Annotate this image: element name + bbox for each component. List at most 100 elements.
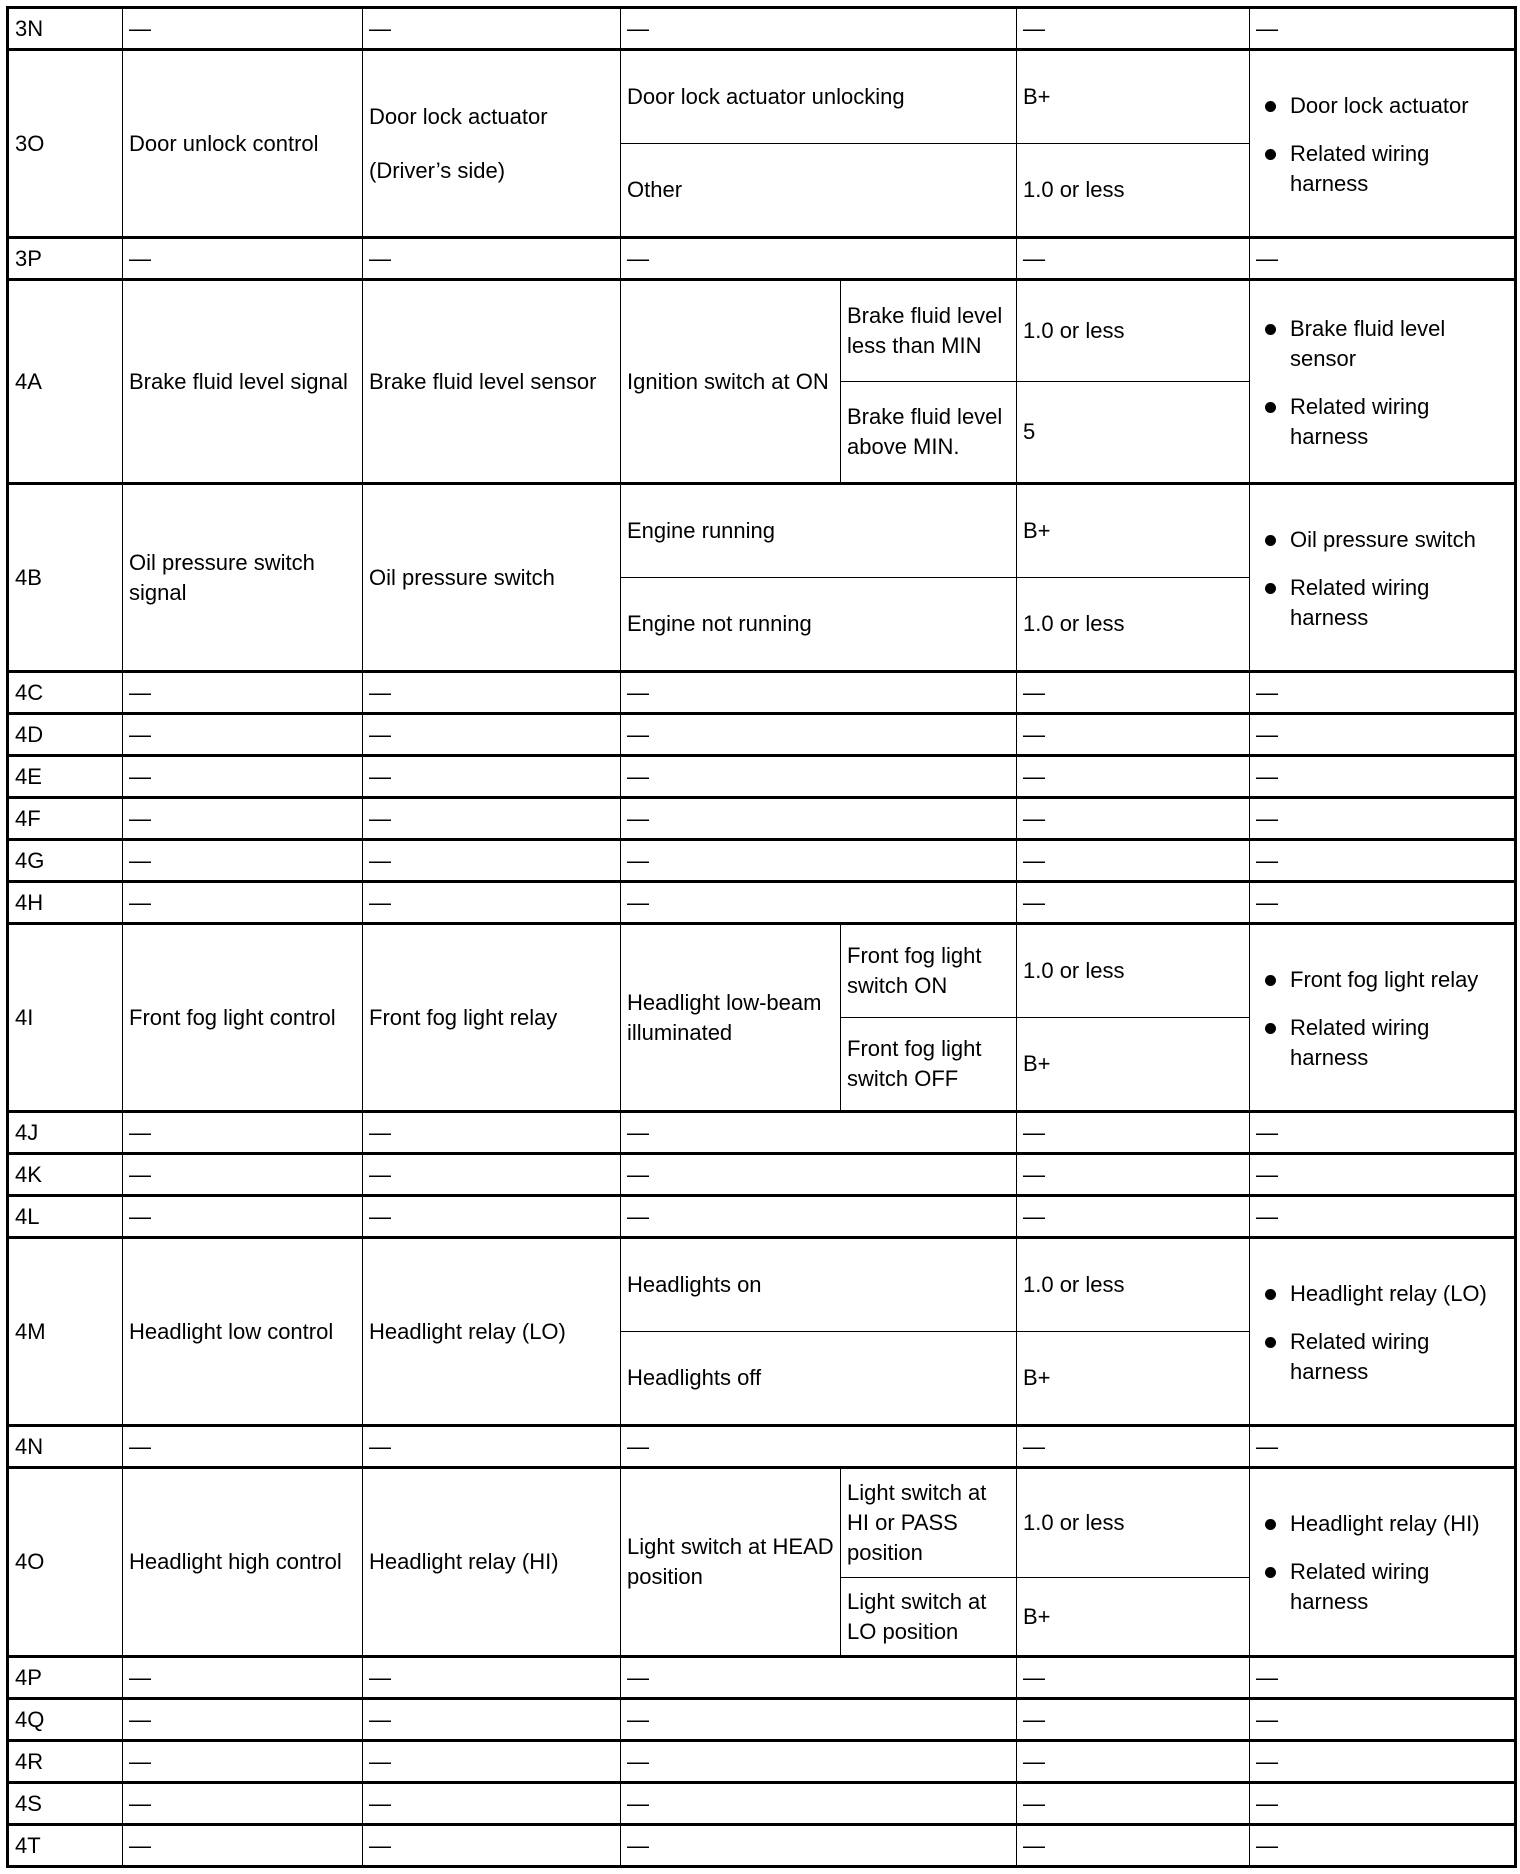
check-item-cell: — [1249, 1739, 1516, 1783]
terminal-cell: 3P [7, 236, 123, 280]
component-text: (Driver’s side) [369, 157, 506, 183]
table-row: 4Q — — — — — [7, 1697, 1516, 1741]
table-row: 3N — — — — — [7, 6, 1516, 50]
value-cell: — [1016, 236, 1250, 280]
component-text: — [369, 245, 391, 271]
condition-cell: Headlights on [620, 1236, 1017, 1332]
signal-cell: — [122, 1739, 363, 1783]
value-cell: B+ [1016, 1331, 1250, 1426]
value-cell: 5 [1016, 381, 1250, 484]
component-cell: — [362, 838, 621, 882]
condition-cell: Front fog light switch ON [840, 922, 1017, 1018]
signal-cell: Headlight high control [122, 1466, 363, 1657]
condition-cell: Brake fluid level less than MIN [840, 278, 1017, 382]
component-text: — [369, 763, 391, 789]
condition-cell: Headlights off [620, 1331, 1017, 1426]
value-cell: — [1016, 712, 1250, 756]
condition-cell: Brake fluid level above MIN. [840, 381, 1017, 484]
component-text: — [369, 1706, 391, 1732]
value-cell: 1.0 or less [1016, 278, 1250, 382]
check-item-cell: — [1249, 1655, 1516, 1699]
check-item: Related wiring harness [1265, 1013, 1508, 1073]
condition-cell: — [620, 712, 1017, 756]
value-cell: — [1016, 880, 1250, 924]
component-text: — [369, 847, 391, 873]
component-text: — [369, 805, 391, 831]
condition-cell: — [620, 1739, 1017, 1783]
table-row: 4O Headlight high control Headlight relay … [7, 1466, 1516, 1657]
signal-cell: — [122, 1424, 363, 1468]
value-cell: B+ [1016, 482, 1250, 578]
signal-cell: — [122, 6, 363, 50]
check-item-cell: — [1249, 796, 1516, 840]
condition-cell: Light switch at HI or PASS position [840, 1466, 1017, 1578]
signal-cell: — [122, 1194, 363, 1238]
condition-cell: — [620, 754, 1017, 798]
condition-cell: — [620, 670, 1017, 714]
component-text: — [369, 1433, 391, 1459]
condition-cell: — [620, 880, 1017, 924]
table-row: 4M Headlight low control Headlight relay (… [7, 1236, 1516, 1426]
signal-cell: — [122, 1697, 363, 1741]
check-item-cell: — [1249, 1110, 1516, 1154]
component-cell: Headlight relay (LO) [362, 1236, 621, 1426]
check-item: Headlight relay (LO) [1265, 1279, 1508, 1309]
check-item: Brake fluid level sensor [1265, 314, 1508, 374]
value-cell: — [1016, 796, 1250, 840]
component-cell: — [362, 1655, 621, 1699]
component-cell: — [362, 1110, 621, 1154]
table-row: 3P — — — — — [7, 236, 1516, 280]
terminal-cell: 4P [7, 1655, 123, 1699]
value-cell: — [1016, 838, 1250, 882]
component-cell: — [362, 236, 621, 280]
signal-cell: — [122, 670, 363, 714]
component-text: — [369, 721, 391, 747]
table-row: 4R — — — — — [7, 1739, 1516, 1783]
table-row: 4P — — — — — [7, 1655, 1516, 1699]
value-cell: — [1016, 1823, 1250, 1867]
table-subrow: Light switch at LO position B+ [8, 1577, 1516, 1657]
component-text: — [369, 15, 391, 41]
check-item-cell: — [1249, 712, 1516, 756]
check-item-cell: Brake fluid level sensor Related wiring h… [1249, 278, 1516, 484]
terminal-cell: 4R [7, 1739, 123, 1783]
condition-cell: — [620, 1152, 1017, 1196]
component-text: Headlight relay (HI) [369, 1549, 559, 1574]
table-row: 4E — — — — — [7, 754, 1516, 798]
signal-cell: — [122, 712, 363, 756]
check-item: Front fog light relay [1265, 965, 1508, 995]
condition-cell: — [620, 796, 1017, 840]
component-text: — [369, 679, 391, 705]
component-text: Door lock actuator [369, 103, 548, 129]
condition-cell: — [620, 838, 1017, 882]
terminal-reference-table: 3N — — — — —3O Door unlock control Door lock ac… [6, 6, 1517, 1868]
check-item: Related wiring harness [1265, 392, 1508, 452]
condition-cell: Door lock actuator unlocking [620, 48, 1017, 144]
component-cell: — [362, 1424, 621, 1468]
table-row: 4J — — — — — [7, 1110, 1516, 1154]
value-cell: — [1016, 1655, 1250, 1699]
table-row: 4G — — — — — [7, 838, 1516, 882]
component-cell: Brake fluid level sensor [362, 278, 621, 484]
check-item-cell: — [1249, 838, 1516, 882]
value-cell: — [1016, 1110, 1250, 1154]
table-row: 4T — — — — — [7, 1823, 1516, 1867]
terminal-cell: 4M [7, 1236, 123, 1426]
component-cell: — [362, 670, 621, 714]
main-condition-cell: Ignition switch at ON [620, 278, 841, 484]
component-cell: — [362, 1781, 621, 1825]
value-cell: — [1016, 670, 1250, 714]
value-cell: 1.0 or less [1016, 1466, 1250, 1578]
signal-cell: — [122, 1823, 363, 1867]
value-cell: 1.0 or less [1016, 922, 1250, 1018]
component-text: — [369, 889, 391, 915]
condition-cell: Front fog light switch OFF [840, 1017, 1017, 1112]
condition-cell: — [620, 236, 1017, 280]
component-text: — [369, 1790, 391, 1816]
signal-cell: — [122, 796, 363, 840]
terminal-cell: 4H [7, 880, 123, 924]
signal-cell: Front fog light control [122, 922, 363, 1112]
component-text: — [369, 1664, 391, 1690]
terminal-cell: 3O [7, 48, 123, 238]
check-item-cell: Door lock actuator Related wiring harness [1249, 48, 1516, 238]
